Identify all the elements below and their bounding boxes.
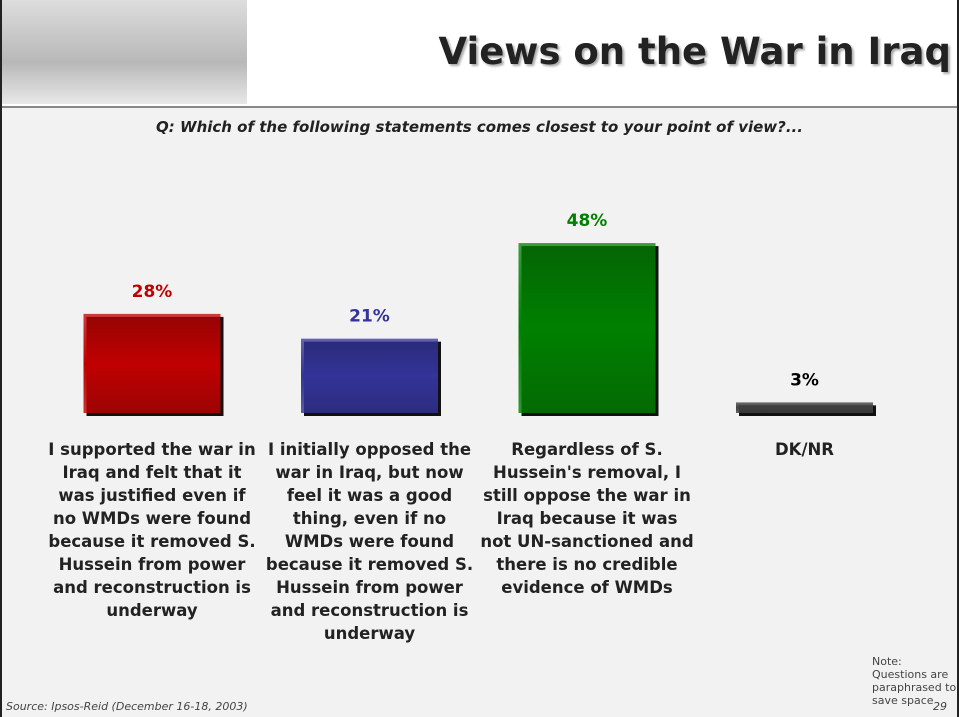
source: Source: Ipsos-Reid (December 16-18, 2003…: [6, 700, 248, 713]
note: Note: Questions are paraphrased to save …: [872, 655, 957, 707]
header: Views on the War in Iraq: [2, 0, 957, 108]
value-label: 48%: [567, 211, 608, 231]
value-label: 3%: [790, 370, 819, 390]
category-label: I supported the war in Iraq and felt tha…: [48, 440, 256, 620]
bar: [736, 402, 873, 413]
category-label: DK/NR: [774, 440, 835, 459]
page-number: 29: [933, 700, 947, 713]
bar: [83, 313, 221, 413]
bar: [518, 243, 656, 413]
category-label: I initially opposed the war in Iraq, but…: [265, 440, 474, 643]
header-photo: [2, 0, 247, 104]
value-label: 21%: [349, 307, 390, 327]
category-label: Regardless of S. Hussein's removal, I st…: [480, 440, 694, 597]
bar: [301, 338, 438, 413]
value-label: 28%: [132, 282, 173, 302]
question: Q: Which of the following statements com…: [156, 118, 803, 136]
title: Views on the War in Iraq: [438, 30, 951, 73]
